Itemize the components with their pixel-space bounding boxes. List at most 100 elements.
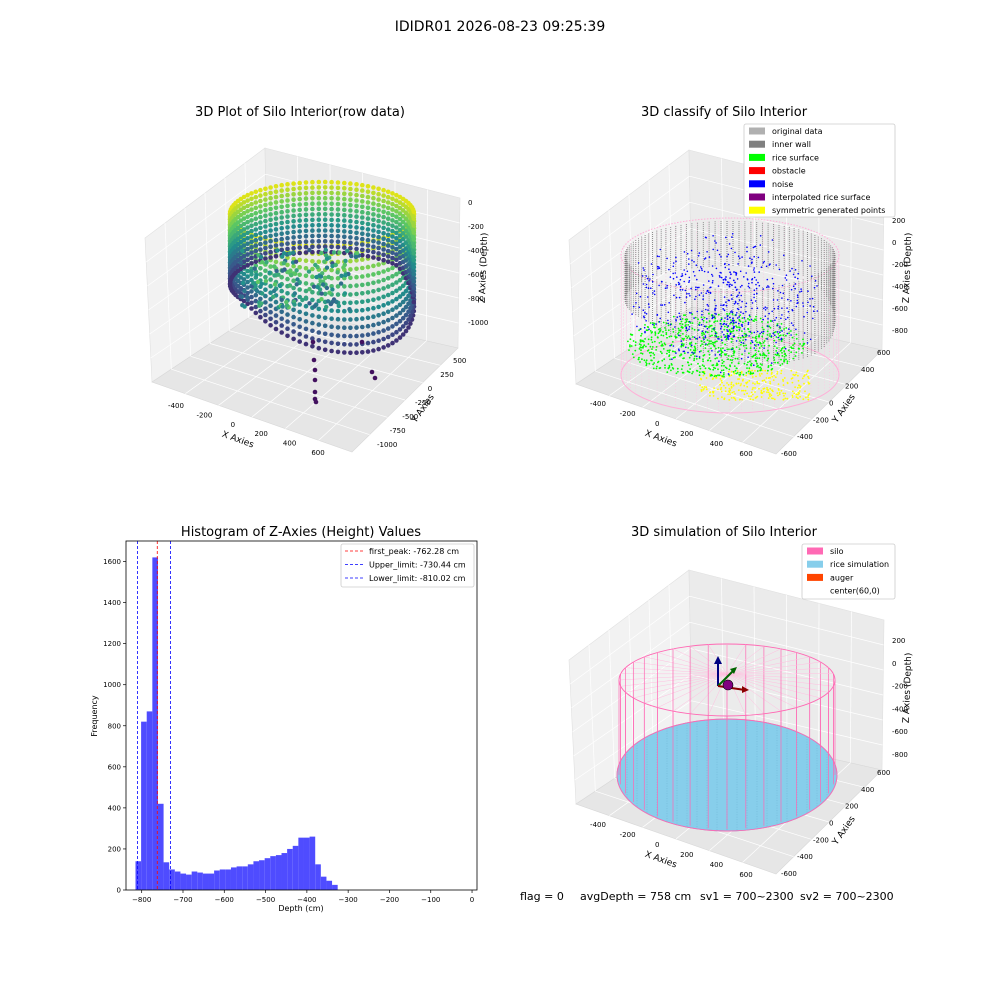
histogram-bar [141,721,147,890]
raw-point [376,240,381,245]
noise-point [689,295,691,297]
rice-surface-point [774,353,777,356]
noise-point [644,331,646,334]
silo-roof-line [726,673,834,687]
raw-outlier-point [369,369,375,375]
symmetric-point [738,398,741,401]
noise-point [706,251,708,253]
raw-point [381,277,386,283]
raw-outlier-point [310,339,316,345]
raw-point [291,285,296,291]
z-tick-label: -200 [892,683,908,691]
noise-point [711,350,713,352]
rice-surface-point [769,326,772,329]
symmetric-point [746,381,749,384]
rice-surface-point [710,342,712,345]
noise-point [691,259,693,262]
symmetric-point [772,379,775,381]
raw-point [316,185,322,190]
symmetric-point [760,391,763,394]
raw-point [394,209,399,214]
raw-point [303,191,309,196]
rice-surface-point [793,342,796,345]
raw-point [263,312,268,318]
rice-surface-point [779,349,782,352]
noise-point [732,321,735,324]
noise-point [762,318,764,321]
symmetric-point [769,387,772,390]
rice-surface-point [661,359,664,362]
noise-point [709,291,712,294]
rice-surface-point [703,333,706,335]
raw-point [371,255,376,260]
raw-point [268,264,273,269]
noise-point [711,317,713,320]
rice-surface-point [722,369,725,371]
rice-surface-point [708,312,710,315]
x-tick-label: 400 [283,440,296,448]
noise-point [657,267,659,270]
raw-point [303,266,309,271]
raw-point [253,189,259,195]
noise-point [789,270,791,272]
legend-label: Lower_limit: -810.02 cm [369,574,466,583]
raw-point [322,323,328,329]
raw-point [400,307,406,313]
raw-point [354,325,359,330]
rice-surface-point [686,318,689,321]
symmetric-point [766,388,769,391]
raw-point [390,265,395,271]
raw-point [329,212,334,217]
rice-surface-point [734,357,737,360]
raw-point [253,243,259,248]
raw-point [285,192,290,198]
rice-surface-point [727,358,729,361]
noise-point [679,315,681,318]
raw-outlier-point [313,399,319,405]
noise-point [759,244,762,246]
noise-point [785,274,788,277]
auger-head [722,679,734,691]
noise-point [781,297,783,299]
symmetric-point [774,376,777,379]
noise-point [709,286,711,289]
noise-point [753,331,756,334]
raw-point [268,309,273,315]
panel-raw-zlabel: Z Axies (Depth) [478,233,490,304]
raw-point [245,246,250,252]
legend-frame [340,543,475,588]
rice-surface-point [641,358,643,361]
raw-point [291,250,296,255]
rice-surface-point [706,343,709,346]
noise-point [680,340,683,342]
raw-point [284,299,289,305]
histogram-bar [208,873,215,890]
rice-surface-point [672,315,675,318]
rice-surface-point [738,374,741,376]
rice-surface-point [645,329,648,332]
symmetric-point [741,389,743,392]
raw-point [285,182,290,187]
noise-point [729,271,731,274]
rice-surface-point [790,351,793,354]
raw-point [371,280,376,286]
raw-point [245,230,250,236]
rice-surface-point [681,337,684,340]
rice-surface-point [775,336,778,338]
noise-point [728,281,730,284]
noise-point [736,312,738,314]
raw-point [291,208,296,213]
raw-point [354,250,360,256]
noise-point [638,306,641,309]
raw-point [297,213,303,218]
noise-point [712,248,714,251]
rice-surface-point [747,370,750,373]
noise-point [753,293,755,296]
y-tick-label: 0 [117,887,121,895]
rice-surface-point [630,345,633,347]
raw-point [348,325,353,331]
figure-suptitle: IDIDR01 2026-08-23 09:25:39 [395,19,606,35]
raw-point [323,253,329,258]
noise-point [779,291,782,294]
noise-point [696,310,699,313]
